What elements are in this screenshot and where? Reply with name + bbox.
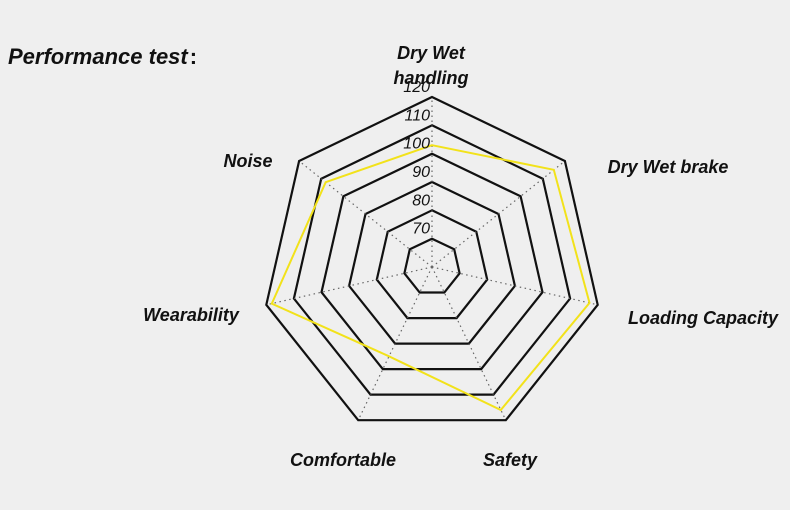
radar-spoke: [266, 266, 433, 306]
radar-axis-labels: Dry Wet handling Dry Wet brake Loading Capa…: [143, 43, 779, 470]
radar-ring: [265, 95, 599, 422]
tick-label: 110: [404, 107, 430, 124]
tick-label: 70: [412, 221, 430, 238]
page-title: Performance test:: [8, 44, 197, 70]
axis-label: Noise: [223, 151, 272, 171]
tick-label: 90: [412, 164, 430, 181]
radar-spoke: [298, 160, 433, 268]
axis-label: Wearability: [143, 305, 240, 325]
radar-series: [270, 144, 591, 412]
radar-ring: [347, 180, 517, 345]
radar-ring: [292, 124, 572, 396]
radar-ring: [375, 209, 489, 320]
tick-label: 80: [412, 192, 430, 209]
page-title-text: Performance test: [8, 44, 188, 69]
axis-label: Dry Wet brake: [608, 157, 729, 177]
radar-rings: [265, 95, 599, 422]
axis-label: Loading Capacity: [628, 308, 779, 328]
page-title-colon: :: [189, 44, 198, 69]
radar-ring: [320, 152, 544, 371]
radar-spoke: [431, 160, 566, 268]
tick-label: 120: [403, 79, 430, 96]
radar-ring: [403, 237, 461, 294]
axis-label: Dry Wet handling: [394, 43, 469, 88]
axis-label: Safety: [483, 450, 538, 470]
tick-label: 100: [403, 136, 430, 153]
axis-label: Comfortable: [290, 450, 396, 470]
radar-series-line: [270, 144, 591, 412]
radar-spoke: [431, 266, 598, 306]
radar-tick-labels: 70 80 90 100 110 120: [403, 79, 430, 238]
radar-spokes: [266, 97, 598, 421]
